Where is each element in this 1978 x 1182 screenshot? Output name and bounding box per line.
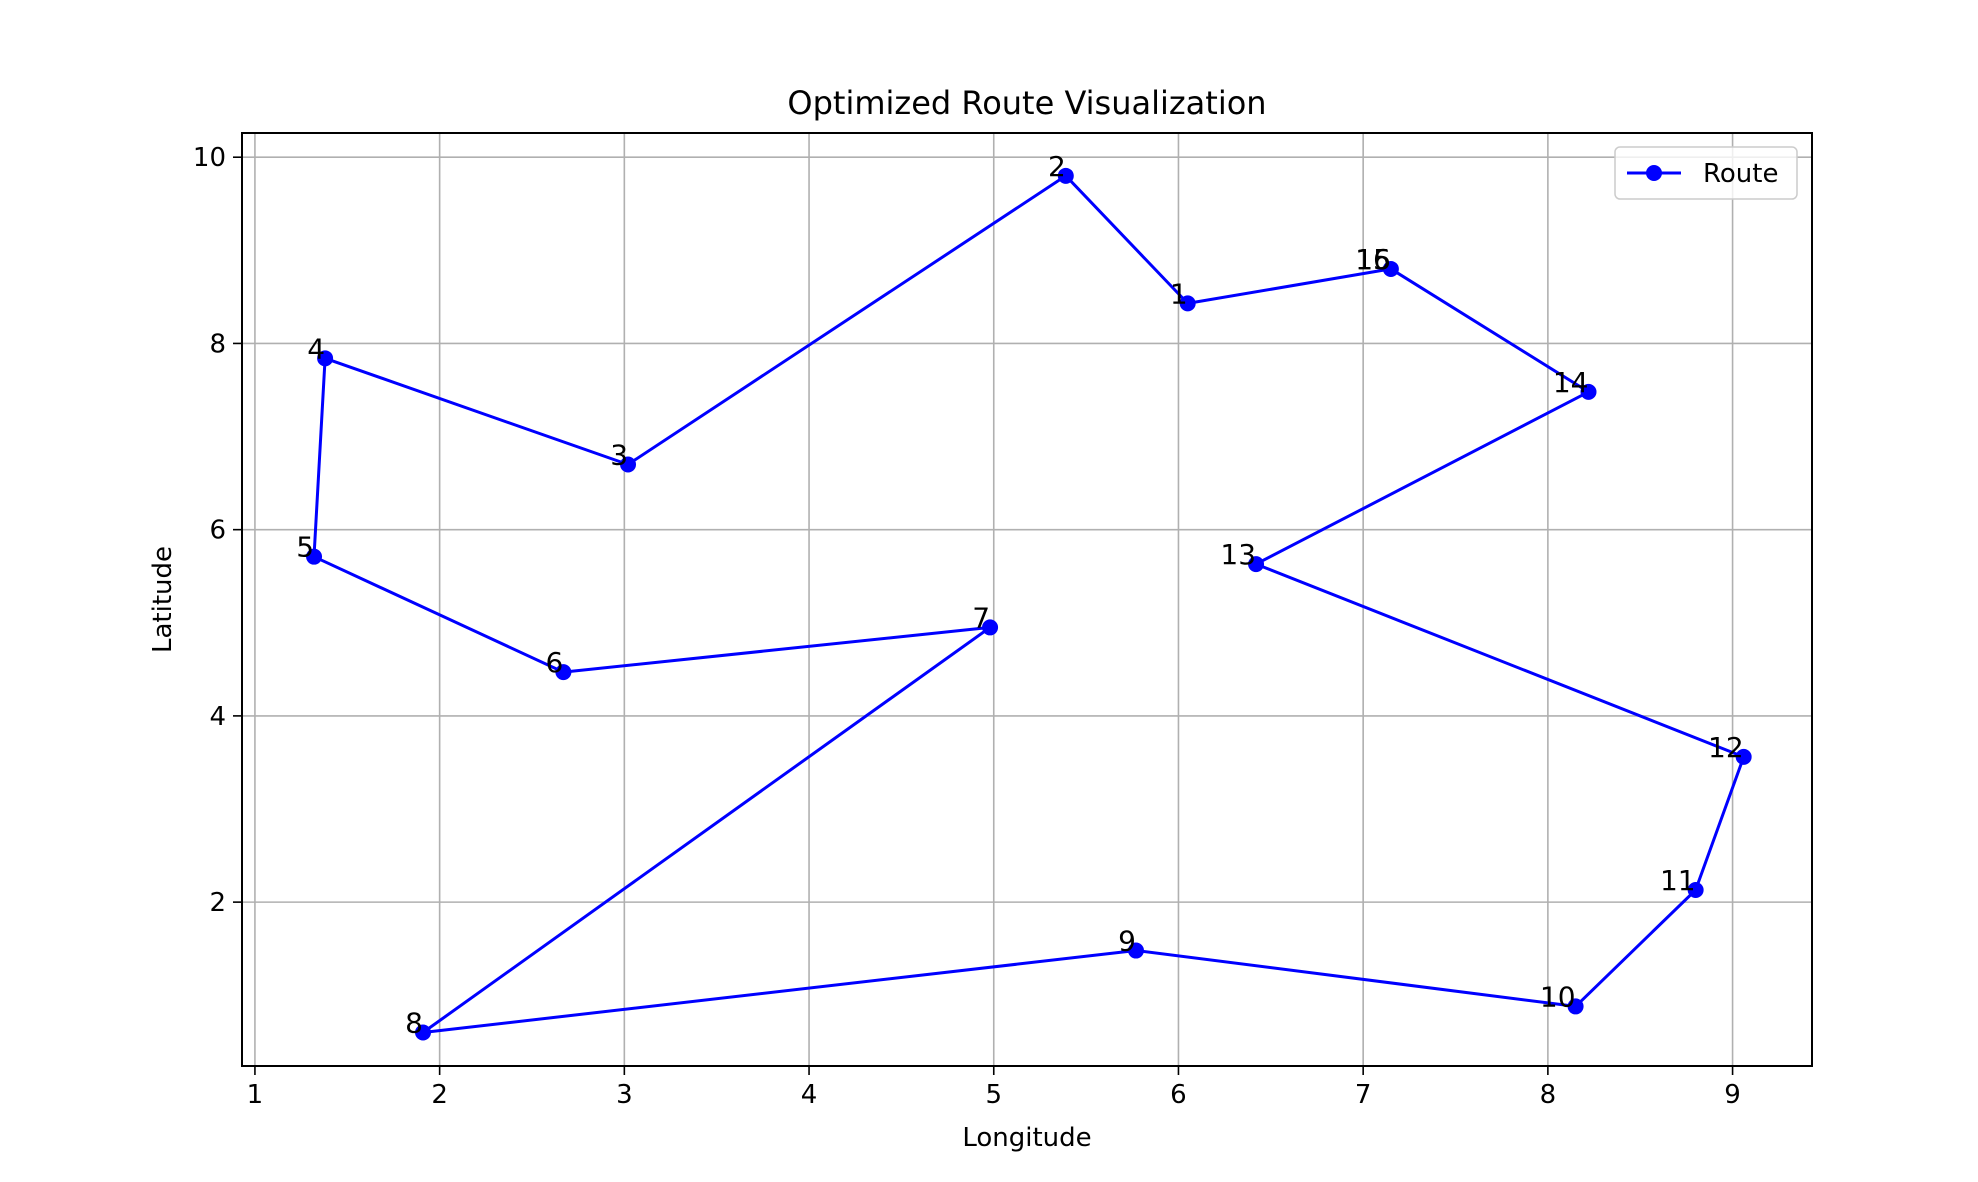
x-tick-label: 2 xyxy=(431,1080,448,1110)
route-point-label: 16 xyxy=(1355,243,1391,276)
route-line xyxy=(312,174,1746,1034)
x-tick-label: 5 xyxy=(985,1080,1002,1110)
y-tick-label: 6 xyxy=(209,516,226,546)
y-tick-label: 4 xyxy=(209,702,226,732)
route-point-label: 2 xyxy=(1048,150,1066,183)
route-point-marker xyxy=(982,619,999,636)
route-point-label: 8 xyxy=(405,1006,423,1039)
route-point-marker xyxy=(1580,383,1597,400)
route-point-marker xyxy=(1057,167,1074,184)
x-tick-label: 6 xyxy=(1170,1080,1187,1110)
route-point-label: 1 xyxy=(1170,277,1188,310)
y-axis-title: Latitude xyxy=(148,546,178,653)
route-point-label: 12 xyxy=(1708,731,1744,764)
plot-frame xyxy=(241,132,1813,1067)
route-point-marker xyxy=(1179,295,1196,312)
legend-entry-route: Route xyxy=(1703,159,1778,189)
route-point-marker xyxy=(1248,556,1265,573)
route-point-label: 3 xyxy=(610,438,628,471)
x-tick-label: 9 xyxy=(1724,1080,1741,1110)
route-point-label: 14 xyxy=(1553,366,1589,399)
route-point-marker xyxy=(317,350,334,367)
route-point-label: 13 xyxy=(1220,538,1256,571)
route-point-marker xyxy=(555,664,572,681)
legend-box xyxy=(1614,146,1798,200)
y-tick-label: 10 xyxy=(193,143,226,173)
route-point-marker xyxy=(1567,998,1584,1015)
legend: Route xyxy=(1614,146,1798,200)
route-point-label: 10 xyxy=(1540,980,1576,1013)
y-tick-label: 2 xyxy=(209,888,226,918)
route-series xyxy=(312,174,1746,1034)
route-point-marker xyxy=(415,1024,432,1041)
x-tick-label: 1 xyxy=(247,1080,264,1110)
route-point-label: 5 xyxy=(296,531,314,564)
chart-title: Optimized Route Visualization xyxy=(787,84,1266,122)
route-point-marker xyxy=(306,548,323,565)
y-tick-label: 8 xyxy=(209,329,226,359)
route-point-marker xyxy=(1687,882,1704,899)
route-point-label: 11 xyxy=(1660,864,1696,897)
legend-marker-swatch xyxy=(1646,165,1662,181)
route-point-label: 7 xyxy=(972,601,990,634)
x-tick-label: 3 xyxy=(616,1080,633,1110)
route-point-marker xyxy=(1735,748,1752,765)
route-point-label: 4 xyxy=(307,332,325,365)
x-tick-label: 4 xyxy=(801,1080,818,1110)
x-tick-label: 7 xyxy=(1355,1080,1372,1110)
route-points xyxy=(306,167,1752,1041)
route-point-marker xyxy=(620,456,637,473)
route-point-marker xyxy=(1127,942,1144,959)
route-point-marker xyxy=(1382,260,1399,277)
route-point-label: 15 xyxy=(1355,243,1391,276)
route-point-label: 6 xyxy=(546,646,564,679)
x-axis-title: Longitude xyxy=(962,1123,1091,1153)
grid-lines xyxy=(242,133,1812,1066)
x-tick-label: 8 xyxy=(1540,1080,1557,1110)
route-point-label: 9 xyxy=(1118,925,1136,958)
